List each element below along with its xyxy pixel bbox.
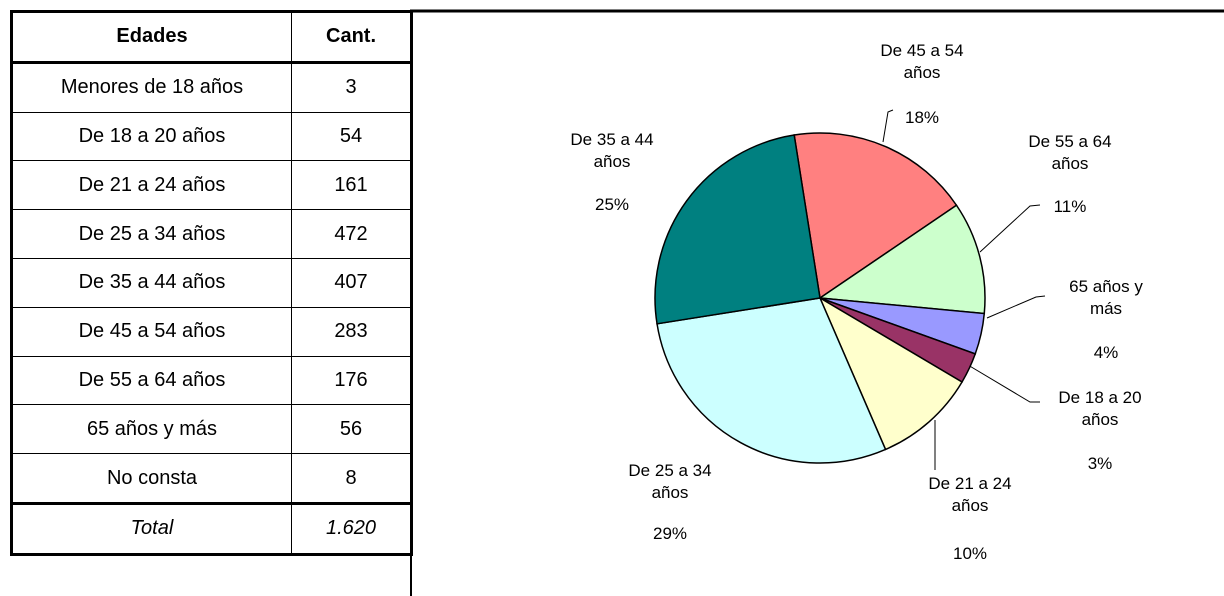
table-cell: 8 bbox=[291, 453, 412, 504]
slice-value-label: 29% bbox=[652, 524, 688, 543]
slice-label: De 21 a 24 años bbox=[928, 474, 1012, 515]
table-cell: Cant. bbox=[291, 11, 412, 64]
slice-label: De 25 a 34 años bbox=[628, 461, 712, 502]
table-row: De 18 a 20 años 54 bbox=[11, 111, 412, 162]
table-cell: Edades bbox=[11, 11, 292, 64]
table-cell: De 55 a 64 años bbox=[11, 355, 292, 406]
pie-slice bbox=[656, 297, 887, 464]
slice-label: 65 años y más bbox=[1069, 277, 1143, 318]
table-cell: De 21 a 24 años bbox=[11, 160, 292, 211]
table-cell: 161 bbox=[291, 160, 412, 211]
table-cell: De 45 a 54 años bbox=[11, 306, 292, 357]
slice-label: De 45 a 54 años bbox=[880, 41, 964, 82]
slice-value-label: 10% bbox=[952, 544, 988, 563]
table-row: De 55 a 64 años 176 bbox=[11, 355, 412, 406]
table-cell: 1.620 bbox=[291, 501, 412, 555]
table-cell: 472 bbox=[291, 209, 412, 259]
table-cell: De 25 a 34 años bbox=[11, 209, 292, 259]
table-row: Edades Cant. bbox=[11, 11, 412, 64]
table-cell: 65 años y más bbox=[11, 404, 292, 455]
table-cell: Menores de 18 años bbox=[11, 61, 292, 113]
table-row: De 45 a 54 años 283 bbox=[11, 306, 412, 357]
data-table: Edades Cant. Menores de 18 años 3 De 18 a 20… bbox=[10, 10, 413, 556]
table-cell: 407 bbox=[291, 257, 412, 308]
slice-value-label: 11% bbox=[1053, 197, 1087, 216]
slice-value-label: 4% bbox=[1093, 343, 1119, 362]
table-cell: 3 bbox=[291, 61, 412, 113]
slice-value-label: 18% bbox=[904, 108, 940, 127]
slice-label: De 18 a 20 años bbox=[1058, 388, 1142, 429]
table-cell: 54 bbox=[291, 111, 412, 162]
leader-lines bbox=[882, 109, 1046, 470]
pie bbox=[654, 132, 986, 464]
slice-value-label: 25% bbox=[594, 195, 630, 214]
table-cell: 283 bbox=[291, 306, 412, 357]
pie-slice bbox=[793, 132, 958, 300]
table-row: De 35 a 44 años 407 bbox=[11, 257, 412, 308]
table-row: De 25 a 34 años 472 bbox=[11, 209, 412, 259]
table-cell: 56 bbox=[291, 404, 412, 455]
table-cell: 176 bbox=[291, 355, 412, 406]
pie-slice bbox=[817, 204, 986, 315]
table-cell: De 35 a 44 años bbox=[11, 257, 292, 308]
table-row: 65 años y más 56 bbox=[11, 404, 412, 455]
table-row: No consta 8 bbox=[11, 453, 412, 504]
slice-label: De 55 a 64 años bbox=[1028, 132, 1112, 173]
table-cell: No consta bbox=[11, 453, 292, 504]
table-row: De 21 a 24 años 161 bbox=[11, 160, 412, 211]
pie-slice bbox=[654, 134, 821, 325]
table-cell: De 18 a 20 años bbox=[11, 111, 292, 162]
slice-label: De 35 a 44 años bbox=[570, 130, 654, 171]
table-row: Menores de 18 años 3 bbox=[11, 61, 412, 113]
pie-slice bbox=[818, 296, 964, 451]
table-cell: Total bbox=[11, 501, 292, 555]
slice-value-label: 3% bbox=[1087, 454, 1113, 473]
table-row: Total 1.620 bbox=[11, 501, 412, 555]
